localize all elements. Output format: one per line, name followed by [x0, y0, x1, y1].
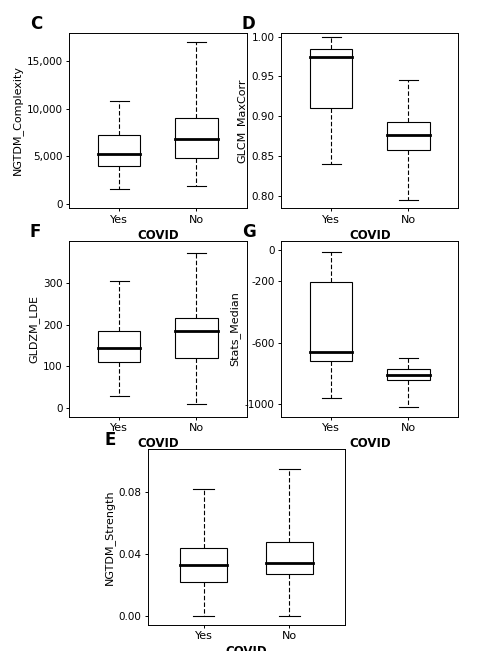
X-axis label: COVID: COVID: [349, 437, 390, 450]
Text: E: E: [105, 431, 116, 449]
Text: D: D: [242, 14, 256, 33]
Bar: [310, 49, 352, 109]
Bar: [310, 283, 352, 361]
Bar: [387, 369, 429, 380]
Y-axis label: NGTDM_Strength: NGTDM_Strength: [104, 490, 114, 585]
Bar: [175, 118, 217, 158]
Y-axis label: GLDZM_LDE: GLDZM_LDE: [28, 295, 39, 363]
Bar: [387, 122, 429, 150]
X-axis label: COVID: COVID: [137, 229, 178, 242]
Text: G: G: [242, 223, 256, 241]
X-axis label: COVID: COVID: [137, 437, 178, 450]
Y-axis label: Stats_Median: Stats_Median: [230, 291, 241, 367]
Y-axis label: NGTDM_Complexity: NGTDM_Complexity: [11, 66, 23, 175]
Y-axis label: GLCM_MaxCorr: GLCM_MaxCorr: [237, 78, 247, 163]
Bar: [98, 331, 141, 362]
X-axis label: COVID: COVID: [226, 645, 267, 651]
Text: F: F: [30, 223, 41, 241]
X-axis label: COVID: COVID: [349, 229, 390, 242]
Bar: [180, 548, 227, 582]
Text: C: C: [30, 14, 42, 33]
Bar: [266, 542, 313, 574]
Bar: [175, 318, 217, 358]
Bar: [98, 135, 141, 165]
